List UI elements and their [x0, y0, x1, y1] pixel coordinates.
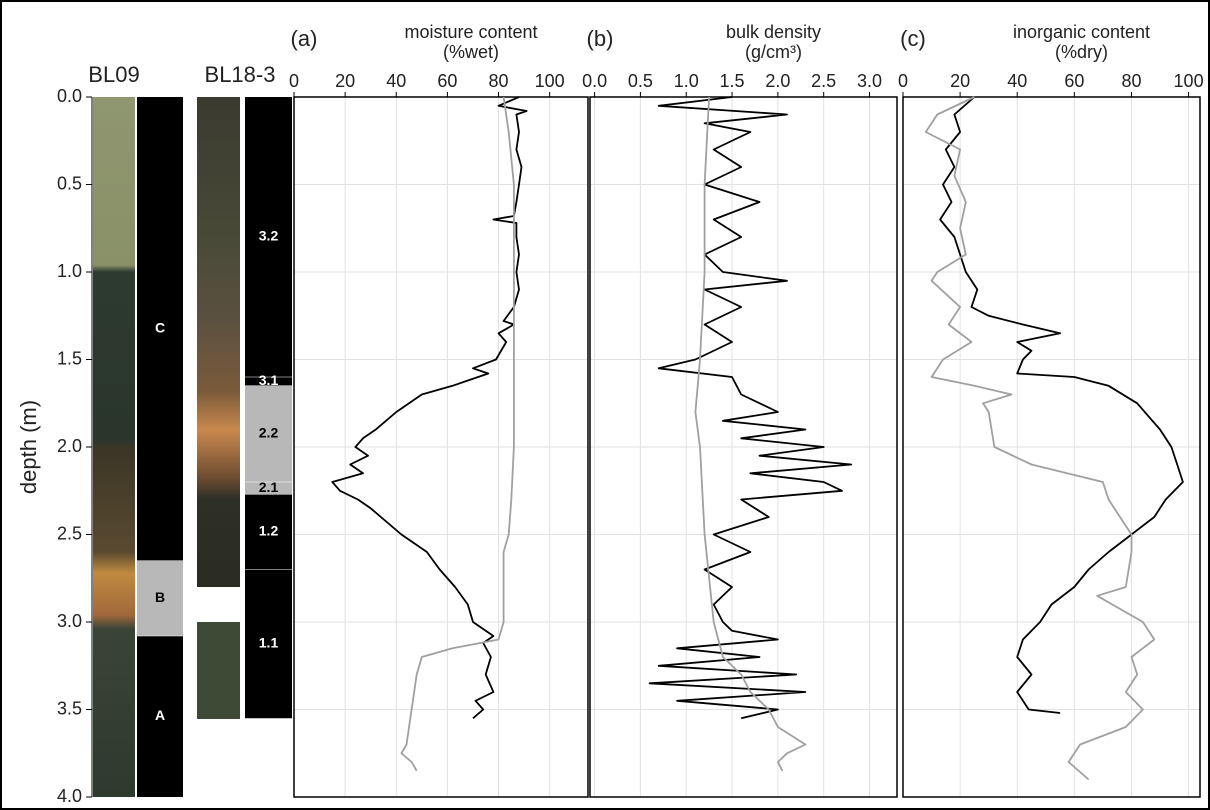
panel-frame [293, 96, 589, 798]
x-tick-label: 60 [1064, 71, 1084, 91]
y-tick-label: 0.5 [57, 173, 82, 193]
panel-title: moisture content [404, 22, 537, 42]
y-tick-label: 3.5 [57, 698, 82, 718]
x-tick-label: 0 [289, 71, 299, 91]
y-tick-label: 4.0 [57, 786, 82, 806]
x-tick-label: 1.0 [674, 71, 699, 91]
unit-label: 2.1 [259, 479, 279, 495]
panel-frame [589, 96, 898, 798]
y-axis-label: depth (m) [16, 400, 41, 494]
profile-line [331, 96, 528, 719]
y-tick-label: 1.0 [57, 261, 82, 281]
x-tick-label: 60 [437, 71, 457, 91]
unit [245, 569, 292, 719]
unit [245, 377, 292, 386]
profile-line [648, 96, 853, 720]
unit [245, 385, 292, 482]
x-tick-label: 40 [1007, 71, 1027, 91]
unit-label: B [155, 589, 165, 605]
unit-label: C [155, 320, 165, 336]
x-tick-label: 100 [535, 71, 565, 91]
profile-line [400, 96, 515, 772]
unit-label: 2.2 [259, 425, 279, 441]
unit [245, 97, 292, 377]
unit-label: A [155, 707, 165, 723]
core-photo [197, 622, 240, 719]
x-tick-label: 0.5 [628, 71, 653, 91]
panel-label: (a) [291, 26, 318, 51]
y-tick-label: 2.5 [57, 523, 82, 543]
y-tick-label: 1.5 [57, 348, 82, 368]
profile-line [924, 96, 1156, 781]
unit-label: 3.2 [259, 228, 279, 244]
x-tick-label: 80 [489, 71, 509, 91]
unit-label: 1.2 [259, 523, 279, 539]
x-tick-label: 1.5 [720, 71, 745, 91]
panel-label: (c) [900, 26, 926, 51]
unit-label: 1.1 [259, 635, 279, 651]
unit [245, 494, 292, 570]
x-tick-label: 0 [898, 71, 908, 91]
unit [245, 482, 292, 495]
y-tick-label: 3.0 [57, 611, 82, 631]
profile-line [694, 96, 807, 772]
core-photo [197, 97, 240, 587]
panel-title: bulk density [726, 22, 821, 42]
unit-label: 3.1 [259, 372, 279, 388]
y-tick-label: 0.0 [57, 86, 82, 106]
unit [137, 636, 183, 797]
x-tick-label: 20 [335, 71, 355, 91]
panel-subtitle: (%dry) [1055, 42, 1108, 62]
core-name: BL18-3 [205, 62, 276, 87]
core-name: BL09 [88, 62, 139, 87]
unit [137, 560, 183, 636]
panel-title: inorganic content [1013, 22, 1150, 42]
core-photo [93, 97, 135, 797]
x-tick-label: 100 [1174, 71, 1204, 91]
x-tick-label: 20 [950, 71, 970, 91]
profile-line [939, 96, 1184, 714]
unit [137, 97, 183, 561]
x-tick-label: 3.0 [857, 71, 882, 91]
panel-label: (b) [587, 26, 614, 51]
panel-subtitle: (%wet) [443, 42, 499, 62]
x-tick-label: 2.5 [811, 71, 836, 91]
panel-frame [902, 96, 1201, 798]
x-tick-label: 2.0 [765, 71, 790, 91]
x-tick-label: 80 [1121, 71, 1141, 91]
y-tick-label: 2.0 [57, 436, 82, 456]
panel-subtitle: (g/cm³) [745, 42, 802, 62]
x-tick-label: 0.0 [582, 71, 607, 91]
x-tick-label: 40 [386, 71, 406, 91]
